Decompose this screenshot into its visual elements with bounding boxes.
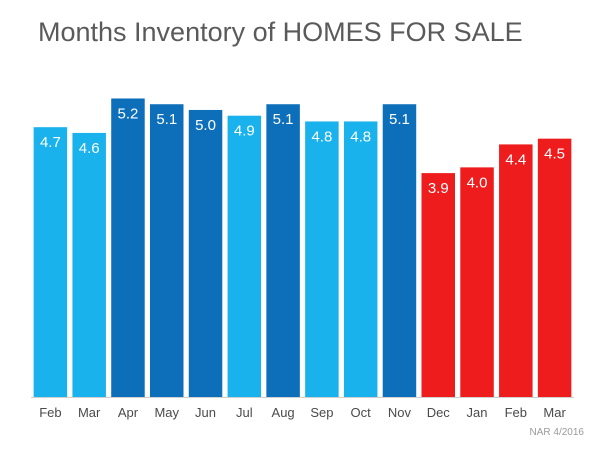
x-tick-label: Jul bbox=[236, 405, 253, 420]
value-label: 4.7 bbox=[40, 134, 61, 151]
value-label: 4.4 bbox=[505, 151, 526, 168]
x-tick-label: Mar bbox=[78, 405, 101, 420]
value-label: 5.1 bbox=[156, 111, 177, 128]
bar-nov-9 bbox=[382, 104, 417, 397]
x-tick-label: Apr bbox=[118, 405, 139, 420]
value-label: 4.9 bbox=[234, 123, 255, 140]
value-label: 5.1 bbox=[273, 111, 294, 128]
value-label: 4.5 bbox=[544, 146, 565, 163]
x-tick-label: Jun bbox=[195, 405, 216, 420]
x-tick-label: Aug bbox=[272, 405, 295, 420]
bar-feb-0 bbox=[33, 127, 68, 398]
x-tick-labels-group: Feb Mar Apr May Jun Jul Aug Sep Oct Nov Dec Jan Feb M… bbox=[39, 405, 566, 420]
bar-oct-8 bbox=[343, 121, 378, 397]
x-tick-label: Feb bbox=[505, 405, 527, 420]
value-label: 4.8 bbox=[311, 128, 332, 145]
x-tick-label: May bbox=[154, 405, 179, 420]
bars-group bbox=[33, 98, 572, 398]
value-label: 5.2 bbox=[118, 105, 139, 122]
chart-title: Months Inventory of HOMES FOR SALE bbox=[38, 17, 523, 47]
value-label: 4.0 bbox=[467, 174, 488, 191]
value-label: 5.1 bbox=[389, 111, 410, 128]
x-tick-label: Mar bbox=[543, 405, 566, 420]
bar-dec-10 bbox=[421, 173, 455, 397]
bar-mar-13 bbox=[537, 138, 572, 397]
bar-jan-11 bbox=[460, 167, 494, 397]
bar-feb-12 bbox=[499, 144, 533, 397]
value-label: 4.8 bbox=[350, 128, 371, 145]
bar-sep-7 bbox=[305, 121, 339, 397]
bar-apr-2 bbox=[111, 98, 145, 398]
value-label: 4.6 bbox=[79, 140, 100, 157]
x-tick-label: Sep bbox=[310, 405, 333, 420]
value-label: 3.9 bbox=[428, 180, 449, 197]
bar-jul-5 bbox=[227, 115, 262, 397]
bar-may-3 bbox=[150, 104, 184, 397]
x-tick-label: Dec bbox=[427, 405, 451, 420]
x-tick-label: Nov bbox=[388, 405, 412, 420]
value-label: 5.0 bbox=[195, 117, 216, 134]
bar-aug-6 bbox=[266, 104, 300, 397]
source-note: NAR 4/2016 bbox=[529, 427, 584, 438]
value-labels-group: 4.7 4.6 5.2 5.1 5.0 4.9 5.1 4.8 4.8 5.1 3.9 4.0 4.4 4… bbox=[40, 105, 565, 197]
x-tick-label: Oct bbox=[351, 405, 372, 420]
x-tick-label: Jan bbox=[467, 405, 488, 420]
bar-jun-4 bbox=[188, 109, 223, 398]
bar-mar-1 bbox=[72, 132, 106, 398]
x-tick-label: Feb bbox=[39, 405, 61, 420]
